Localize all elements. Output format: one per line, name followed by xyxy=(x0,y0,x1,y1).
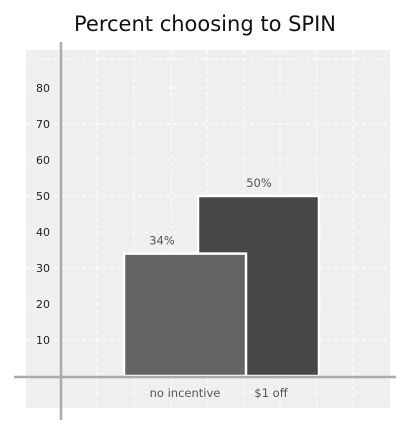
y-tick-label: 60 xyxy=(36,154,50,167)
y-tick-label: 20 xyxy=(36,298,50,311)
bars xyxy=(122,194,321,378)
axes xyxy=(14,42,396,420)
y-tick-label: 40 xyxy=(36,226,50,239)
y-tick-labels: 10 20 30 40 50 60 70 80 xyxy=(36,82,50,347)
data-labels: 34% 50% xyxy=(149,176,272,248)
y-tick-label: 10 xyxy=(36,334,50,347)
category-label: $1 off xyxy=(254,386,288,400)
category-label: no incentive xyxy=(150,386,221,400)
chart-title: Percent choosing to SPIN xyxy=(74,12,336,36)
bar-0 xyxy=(122,252,248,378)
y-tick-label: 30 xyxy=(36,262,50,275)
category-labels: no incentive $1 off xyxy=(150,386,289,400)
data-label: 34% xyxy=(149,234,175,248)
y-tick-label: 80 xyxy=(36,82,50,95)
y-tick-label: 70 xyxy=(36,118,50,131)
y-tick-label: 50 xyxy=(36,190,50,203)
data-label: 50% xyxy=(246,176,272,190)
